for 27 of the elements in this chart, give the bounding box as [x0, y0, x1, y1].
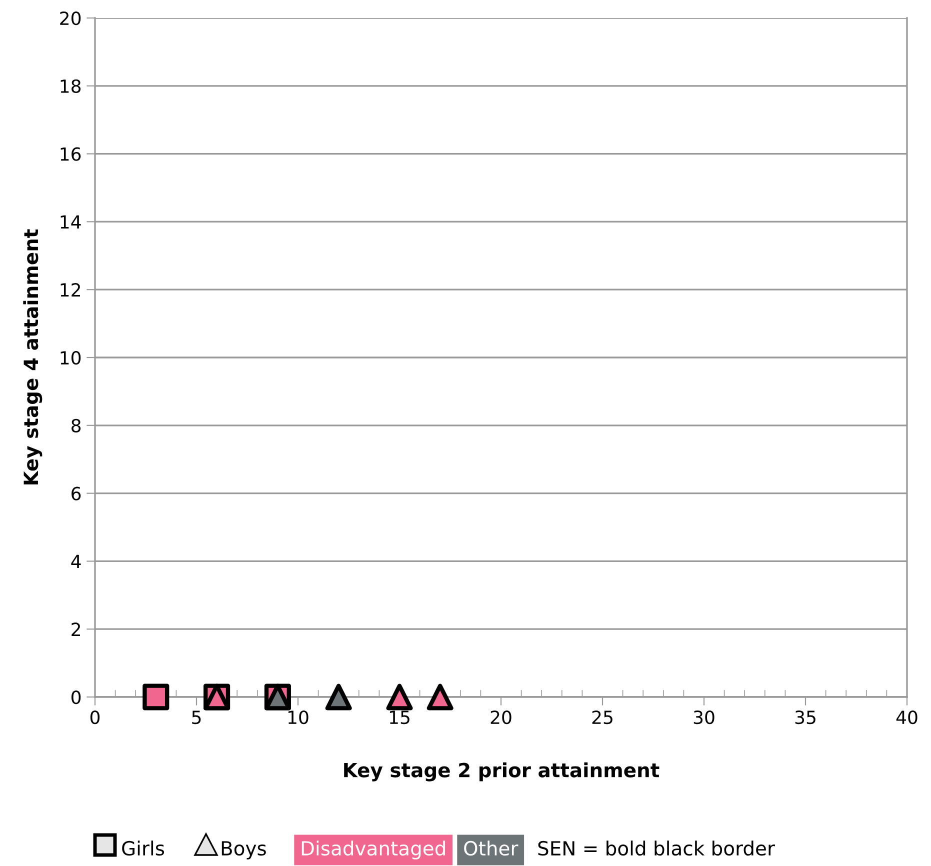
x-tick-label: 25 [592, 710, 612, 724]
text: Boys [222, 841, 266, 860]
text: Girls [122, 840, 164, 856]
y-tick-label: 0 [72, 690, 81, 704]
y-tick-label: 6 [72, 486, 81, 500]
y-tick-label: 16 [60, 147, 81, 161]
y-tick-label: 18 [60, 79, 81, 94]
y-tick-label: 12 [60, 283, 80, 296]
x-tick-label: 40 [896, 710, 918, 724]
y-tick-label: 8 [72, 418, 81, 433]
x-tick-label: 10 [288, 710, 308, 724]
y-tick-label: 2 [72, 622, 80, 636]
y-tick-label: 20 [60, 11, 81, 26]
text: SEN = bold black border [538, 840, 775, 856]
x-tick-label: 20 [490, 710, 512, 724]
x-tick-label: 15 [390, 710, 410, 724]
x-tick-label: 30 [694, 710, 714, 724]
text: Disadvantaged [302, 840, 445, 860]
text: Other [464, 840, 518, 856]
x-tick-label: 35 [795, 710, 816, 724]
y-axis-title: Key stage 4 attainment [23, 229, 42, 484]
y-tick-label: 10 [60, 350, 81, 365]
x-tick-label: 5 [192, 710, 201, 724]
y-tick-label: 4 [71, 554, 81, 568]
x-axis-title: Key stage 2 prior attainment [344, 762, 660, 782]
y-tick-label: 14 [60, 215, 81, 229]
x-tick-label: 0 [90, 710, 100, 724]
